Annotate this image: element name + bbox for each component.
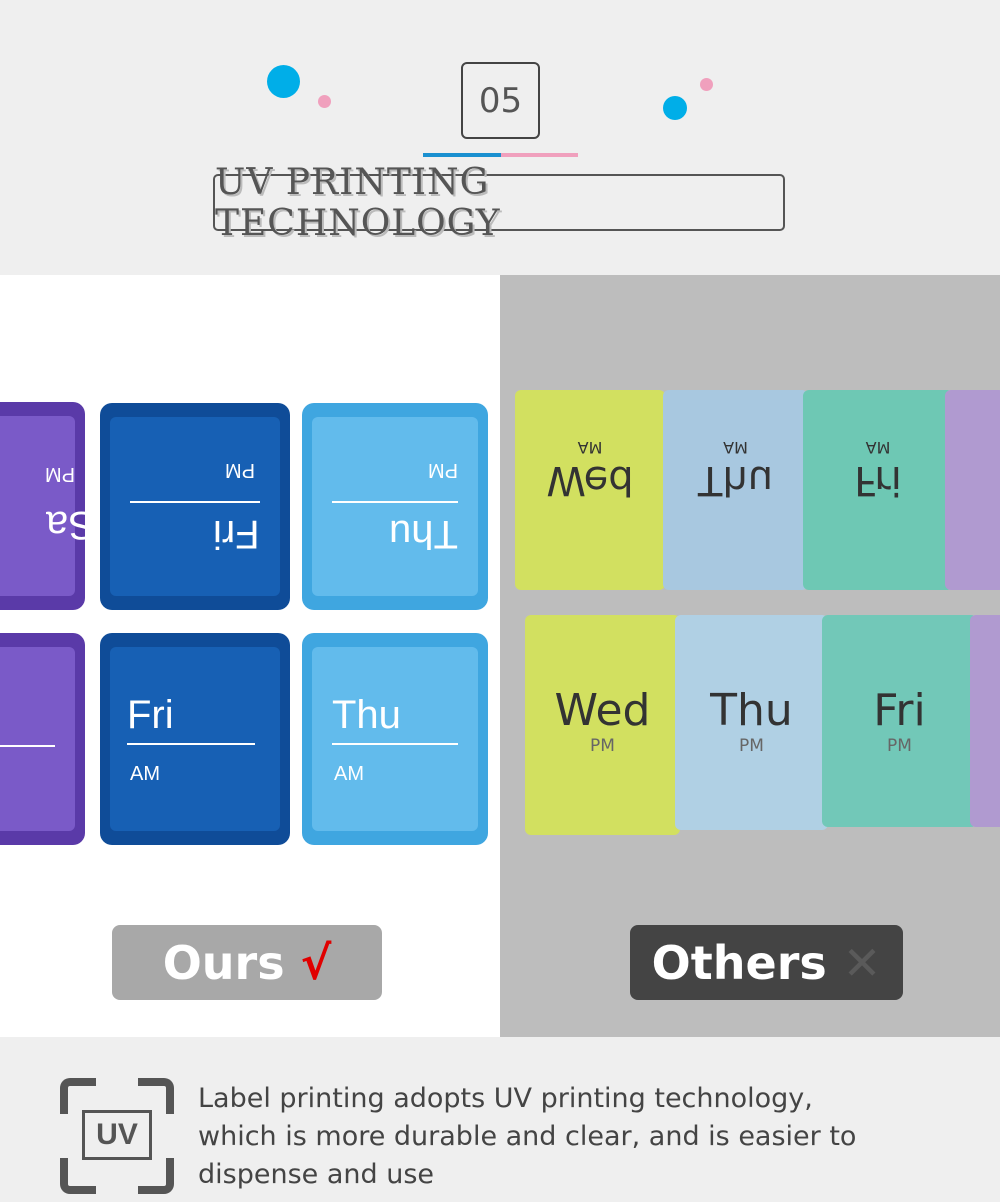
pill-box-purple: [970, 615, 1000, 827]
divider-blue: [423, 153, 501, 157]
box-day: Thu: [710, 685, 793, 736]
box-time: PM: [225, 459, 255, 481]
box-day: Fri: [854, 457, 902, 503]
box-time: AM: [577, 438, 603, 457]
pill-box-light-blue: Thu PM: [675, 615, 828, 830]
pill-box-light-blue: Thu AM: [663, 390, 808, 590]
pill-box-teal: Fri AM: [803, 390, 953, 590]
box-day: Wed: [554, 685, 651, 736]
divider-pink: [501, 153, 578, 157]
box-time: AM: [130, 763, 160, 785]
box-day: Fri: [873, 685, 926, 736]
box-day: Thu: [332, 693, 401, 737]
section-title: UV PRINTING TECHNOLOGY: [213, 162, 785, 244]
box-day: Thu: [389, 512, 458, 556]
pill-box-light-blue: PM Thu: [302, 403, 488, 610]
pill-box-teal: Fri PM: [822, 615, 977, 827]
box-time: AM: [334, 763, 364, 785]
description: Label printing adopts UV printing techno…: [198, 1083, 857, 1190]
others-badge: Others ✕: [630, 925, 903, 1000]
box-time: PM: [887, 736, 912, 756]
box-day: Wed: [546, 457, 634, 503]
decor-dot: [318, 95, 331, 108]
box-time: PM: [45, 463, 75, 485]
pill-box-yellow: Wed AM: [515, 390, 665, 590]
box-time: PM: [428, 459, 458, 481]
box-day: Sa: [46, 503, 95, 547]
pill-box-dark-blue: Fri AM: [100, 633, 290, 845]
section-number: 05: [461, 62, 540, 139]
pill-box-purple: [945, 390, 1000, 590]
check-icon: √: [300, 935, 332, 990]
box-time: AM: [723, 438, 748, 457]
box-time: AM: [865, 438, 891, 457]
ours-badge: Ours √: [112, 925, 382, 1000]
uv-icon: UV: [60, 1078, 174, 1194]
decor-dot: [267, 65, 300, 98]
cross-icon: ✕: [842, 935, 882, 990]
box-time: PM: [739, 736, 764, 756]
pill-box-yellow: Wed PM: [525, 615, 680, 835]
box-day: Fri: [213, 512, 260, 556]
ours-photo: PM Sa PM Fri PM Thu Fri AM Thu AM: [0, 275, 500, 1037]
pill-box-light-blue: Thu AM: [302, 633, 488, 845]
others-photo: Wed AM Thu AM Fri AM Wed PM Thu PM Fri P…: [500, 275, 1000, 1037]
decor-dot: [700, 78, 713, 91]
others-label: Others: [651, 935, 827, 990]
ours-label: Ours: [162, 935, 285, 990]
box-day: Thu: [697, 457, 774, 503]
decor-dot: [663, 96, 687, 120]
pill-box-purple: [0, 633, 85, 845]
pill-box-dark-blue: PM Fri: [100, 403, 290, 610]
pill-box-purple: PM Sa: [0, 402, 95, 610]
box-day: Fri: [127, 693, 174, 737]
uv-icon-text: UV: [82, 1110, 152, 1160]
box-time: PM: [590, 736, 615, 756]
